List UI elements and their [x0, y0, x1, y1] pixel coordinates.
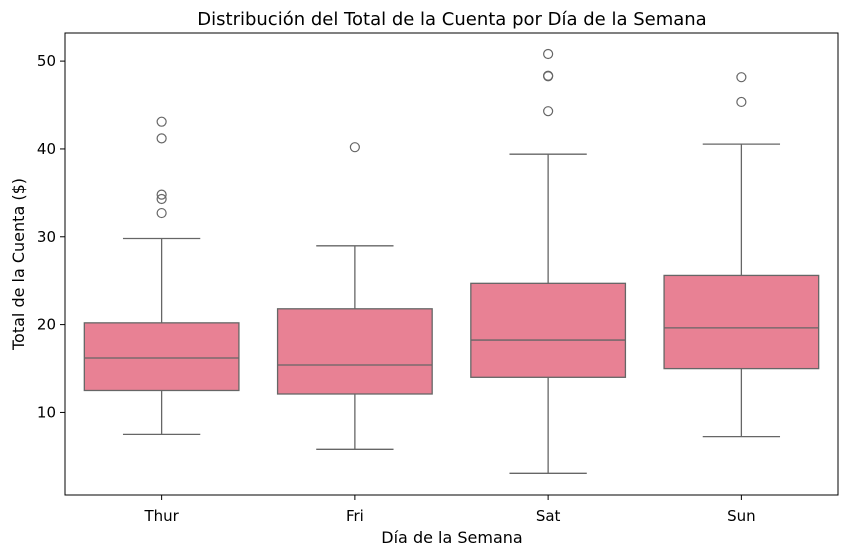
- outlier-thur-2: [156, 189, 167, 200]
- outlier-sun-0: [736, 96, 747, 108]
- x-axis-label: Día de la Semana: [381, 528, 522, 547]
- x-tick-label-thur: Thur: [143, 507, 179, 525]
- box-group-sat: [470, 48, 627, 474]
- outlier-sat-0: [543, 106, 554, 117]
- box-sun: [663, 274, 820, 370]
- outlier-thur-3: [156, 133, 167, 144]
- outlier-fri-0: [349, 142, 360, 153]
- y-axis: 10 20 30 40 50: [37, 52, 65, 421]
- box-group-sun: [663, 72, 820, 438]
- box-thur: [83, 322, 240, 392]
- x-tick-label-fri: Fri: [346, 507, 364, 525]
- y-tick-label-40: 40: [37, 140, 56, 158]
- plot-area: [83, 48, 820, 474]
- outlier-thur-0: [156, 207, 167, 219]
- outlier-sat-3: [543, 48, 554, 60]
- x-tick-label-sat: Sat: [536, 507, 561, 525]
- y-tick-label-10: 10: [37, 403, 56, 421]
- outlier-sat-2: [543, 70, 554, 81]
- box-group-fri: [276, 142, 433, 450]
- y-axis-label: Total de la Cuenta ($): [9, 178, 28, 351]
- x-axis: Thur Fri Sat Sun: [143, 495, 756, 525]
- y-tick-label-20: 20: [37, 316, 56, 334]
- x-tick-label-sun: Sun: [727, 507, 756, 525]
- box-sat: [470, 282, 627, 378]
- outlier-thur-1: [156, 193, 167, 205]
- y-tick-label-50: 50: [37, 52, 56, 70]
- outlier-sun-1: [736, 72, 747, 83]
- chart-title: Distribución del Total de la Cuenta por …: [197, 9, 706, 30]
- box-group-thur: [83, 116, 240, 436]
- box-fri: [276, 308, 433, 395]
- plot-frame: [64, 32, 839, 496]
- outlier-thur-4: [156, 116, 167, 127]
- y-tick-label-30: 30: [37, 228, 56, 246]
